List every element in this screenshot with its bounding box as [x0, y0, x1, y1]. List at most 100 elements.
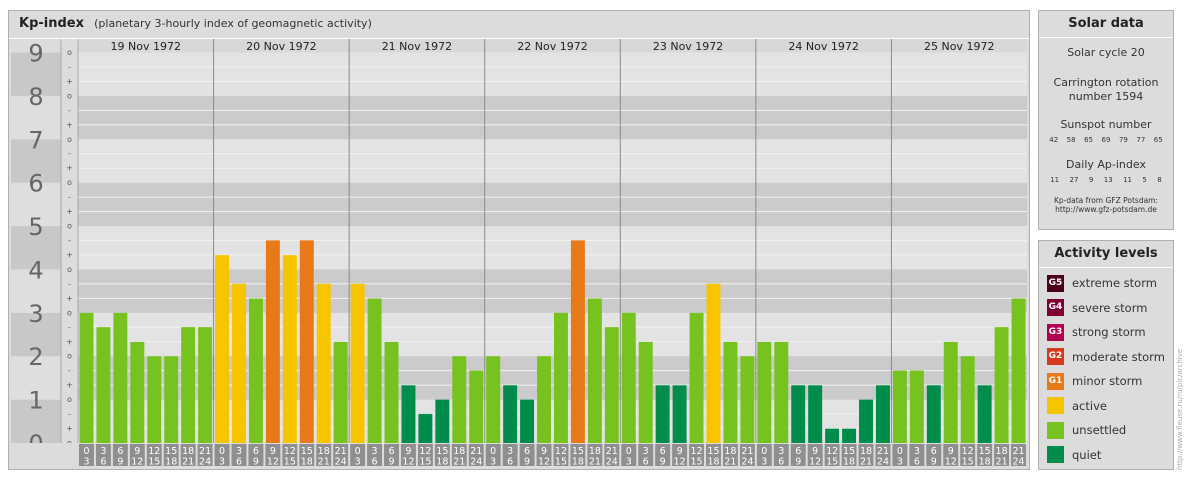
- kp-bar: [706, 283, 721, 443]
- hour-start-label: 12: [690, 446, 702, 457]
- legend-item: G5 extreme storm: [1039, 271, 1173, 296]
- kp-bar: [892, 370, 907, 443]
- sub-tick-label: o: [67, 48, 72, 57]
- hour-start-label: 3: [914, 446, 920, 457]
- legend-label: extreme storm: [1072, 276, 1157, 291]
- plot-band: [78, 52, 1027, 96]
- legend-label: minor storm: [1072, 374, 1143, 389]
- chart-title: Kp-index (planetary 3-hourly index of ge…: [19, 16, 372, 31]
- hour-end-label: 15: [826, 457, 838, 468]
- sunspot-value: 65: [1153, 136, 1163, 144]
- hour-cell: [960, 444, 976, 466]
- sub-tick-label: +: [66, 381, 73, 390]
- hour-start-label: 3: [507, 446, 513, 457]
- hour-cell: [892, 444, 908, 466]
- kp-bar: [570, 240, 585, 443]
- kp-bar: [452, 356, 467, 443]
- day-label: 23 Nov 1972: [653, 40, 723, 53]
- hour-cell: [299, 444, 315, 466]
- hour-end-label: 9: [388, 457, 394, 468]
- hour-cell: [570, 444, 586, 466]
- hour-start-label: 0: [83, 446, 89, 457]
- hour-start-label: 3: [236, 446, 242, 457]
- hour-start-label: 15: [979, 446, 991, 457]
- hour-end-label: 3: [897, 457, 903, 468]
- hour-cell: [434, 444, 450, 466]
- kp-bar: [960, 356, 975, 443]
- hour-start-label: 3: [372, 446, 378, 457]
- hour-end-label: 21: [453, 457, 465, 468]
- hour-cell: [265, 444, 281, 466]
- hour-cell: [943, 444, 959, 466]
- kp-bar: [113, 312, 128, 443]
- hour-start-label: 0: [761, 446, 767, 457]
- hour-start-label: 12: [284, 446, 296, 457]
- hour-end-label: 15: [690, 457, 702, 468]
- hour-end-label: 12: [809, 457, 821, 468]
- hour-start-label: 6: [253, 446, 259, 457]
- kp-bar: [232, 283, 246, 443]
- kp-bar: [130, 341, 145, 443]
- hour-end-label: 3: [761, 457, 767, 468]
- day-label: 25 Nov 1972: [924, 40, 994, 53]
- hour-cell: [773, 444, 789, 466]
- hour-end-label: 3: [83, 457, 89, 468]
- hour-start-label: 21: [199, 446, 211, 457]
- kp-bar: [655, 385, 670, 443]
- hour-start-label: 18: [589, 446, 601, 457]
- hour-cell: [112, 444, 128, 466]
- hour-start-label: 18: [860, 446, 872, 457]
- kp-bar: [147, 356, 162, 443]
- hour-cell: [282, 444, 298, 466]
- y-axis-band: [11, 312, 61, 357]
- ap-index-values: 11 27 9 13 11 5 8: [1045, 176, 1167, 184]
- kp-bar: [265, 240, 280, 443]
- sunspot-values: 42 58 65 69 79 77 65: [1045, 136, 1167, 144]
- kp-bar: [384, 341, 399, 443]
- kp-bar: [672, 385, 687, 443]
- hour-end-label: 24: [877, 457, 889, 468]
- hour-cell: [807, 444, 823, 466]
- hour-start-label: 15: [301, 446, 313, 457]
- hour-end-label: 9: [253, 457, 259, 468]
- side-credit: http://www.fleuse.ru/ru/pic/archive: [1176, 348, 1184, 470]
- ap-value: 13: [1103, 176, 1113, 184]
- hour-cell: [689, 444, 705, 466]
- hour-cell: [977, 444, 993, 466]
- kp-chart-panel: o+-o+-o+-o+-o+-o+-o+-o+-o+-o012345678919…: [8, 10, 1030, 470]
- hour-cell: [706, 444, 721, 466]
- hour-end-label: 18: [301, 457, 313, 468]
- day-label: 19 Nov 1972: [111, 40, 181, 53]
- hour-cell: [95, 444, 111, 466]
- kp-bar: [401, 385, 416, 443]
- legend-swatch: G5: [1047, 274, 1064, 292]
- kp-bar: [316, 283, 331, 443]
- sub-tick-label: +: [66, 337, 73, 346]
- sub-tick-label: o: [67, 222, 72, 231]
- hour-start-label: 3: [643, 446, 649, 457]
- hour-cell: [858, 444, 874, 466]
- sub-tick-label: -: [68, 366, 71, 375]
- y-tick-label: 4: [28, 256, 43, 284]
- legend-swatch: [1047, 446, 1064, 464]
- hour-start-label: 12: [826, 446, 838, 457]
- y-axis-band: [11, 182, 61, 227]
- sub-tick-label: -: [68, 279, 71, 288]
- plot-header-band: [78, 39, 1027, 53]
- hour-cell: [163, 444, 179, 466]
- hour-end-label: 3: [626, 457, 632, 468]
- hour-cell: [536, 444, 552, 466]
- y-tick-label: 6: [28, 170, 43, 198]
- chart-title-main: Kp-index: [19, 16, 84, 31]
- hour-start-label: 9: [134, 446, 140, 457]
- sub-tick-column: [61, 39, 78, 443]
- activity-legend: G5 extreme storm G4 severe storm G3 stro…: [1039, 268, 1173, 467]
- kp-bar: [435, 399, 450, 443]
- kp-bar: [943, 341, 958, 443]
- hour-cell: [655, 444, 671, 466]
- kp-bar: [859, 399, 873, 443]
- legend-label: strong storm: [1072, 325, 1146, 340]
- hour-start-label: 12: [148, 446, 160, 457]
- hour-start-label: 18: [182, 446, 194, 457]
- legend-label: active: [1072, 398, 1107, 413]
